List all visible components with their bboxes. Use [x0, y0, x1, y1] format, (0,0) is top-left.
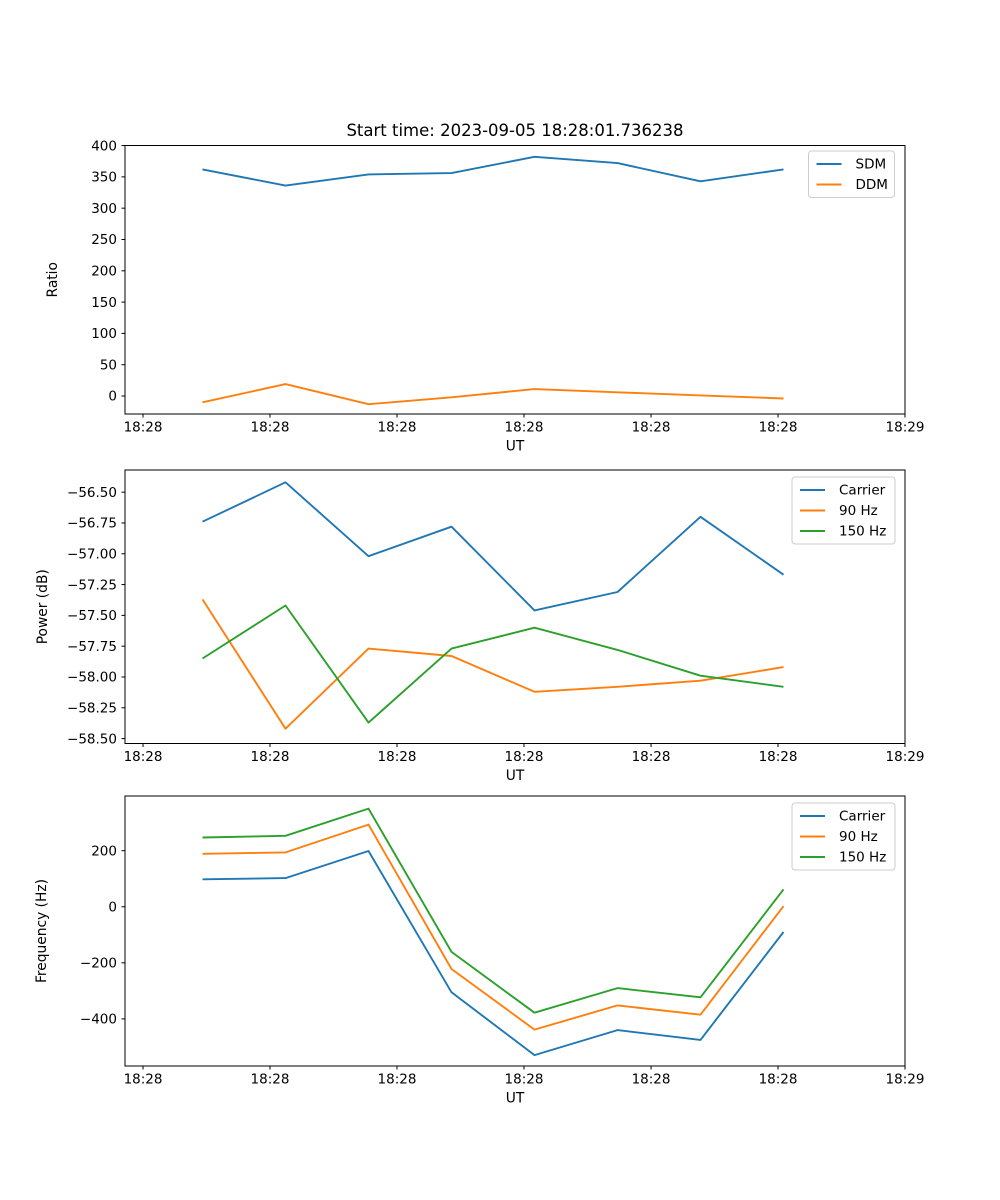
x-tick-label: 18:29: [886, 749, 925, 765]
x-tick-label: 18:28: [378, 1072, 417, 1088]
x-axis-label: UT: [506, 1091, 525, 1107]
y-tick-label: 100: [91, 326, 117, 342]
y-axis-label: Ratio: [45, 262, 61, 297]
y-tick-label: 0: [108, 899, 117, 915]
y-tick-label: −58.50: [67, 731, 117, 747]
legend-label: SDM: [856, 157, 887, 173]
x-tick-label: 18:28: [759, 1072, 798, 1088]
y-tick-label: 350: [91, 170, 117, 186]
legend-box: [791, 802, 896, 871]
series-line-150-hz: [202, 807, 785, 1014]
legend-label: 150 Hz: [839, 850, 886, 866]
legend: Carrier 90 Hz 150 Hz: [791, 802, 896, 871]
x-tick-label: 18:28: [632, 1072, 671, 1088]
x-tick-label: 18:28: [124, 420, 163, 436]
y-axis-label: Power (dB): [35, 569, 51, 644]
x-tick-label: 18:28: [759, 749, 798, 765]
legend-label: 150 Hz: [839, 524, 886, 540]
x-tick-label: 18:28: [251, 1072, 290, 1088]
power-chart: 18:28 18:28 18:28 18:28 18:28 18:28 18:29 −58.5…: [35, 469, 925, 784]
x-tick-label: 18:28: [251, 420, 290, 436]
y-tick-label: 300: [91, 201, 117, 217]
y-tick-label: −400: [80, 1012, 117, 1028]
frequency-chart: 18:28 18:28 18:28 18:28 18:28 18:28 18:29 −400 −…: [34, 795, 925, 1107]
legend-label: Carrier: [839, 809, 886, 825]
legend-label: 90 Hz: [839, 829, 878, 845]
y-tick-label: −200: [80, 956, 117, 972]
y-tick-label: −56.75: [67, 516, 117, 532]
axes-frame: [124, 469, 906, 744]
y-tick-label: 0: [108, 389, 117, 405]
y-tick-label: −57.25: [67, 577, 117, 593]
y-tick-label: 400: [91, 138, 117, 154]
axes-frame: [124, 795, 906, 1067]
x-tick-label: 18:28: [505, 1072, 544, 1088]
series-line-carrier: [202, 850, 785, 1057]
legend: Carrier 90 Hz 150 Hz: [791, 476, 896, 545]
x-axis-label: UT: [506, 439, 525, 455]
series-line-90-hz: [201, 598, 784, 730]
series-line-90-hz: [202, 823, 785, 1031]
x-tick-label: 18:28: [505, 749, 544, 765]
x-axis-label: UT: [506, 768, 525, 784]
legend: SDM DDM: [808, 150, 895, 198]
y-tick-label: −56.50: [67, 485, 117, 501]
x-tick-label: 18:29: [886, 1072, 925, 1088]
y-tick-label: 200: [91, 263, 117, 279]
x-tick-label: 18:28: [505, 420, 544, 436]
x-tick-label: 18:28: [632, 420, 671, 436]
legend-label: DDM: [856, 177, 888, 193]
y-tick-label: 150: [91, 295, 117, 311]
ratio-chart: 18:28 18:28 18:28 18:28 18:28 18:28 18:29 0 50 10…: [45, 138, 924, 454]
y-tick-label: −57.00: [67, 546, 117, 562]
y-tick-label: −58.25: [67, 700, 117, 716]
y-tick-label: 50: [100, 357, 117, 373]
x-tick-label: 18:29: [886, 420, 925, 436]
x-tick-label: 18:28: [378, 749, 417, 765]
x-tick-label: 18:28: [378, 420, 417, 436]
figure-title: Start time: 2023-09-05 18:28:01.736238: [346, 121, 684, 140]
x-tick-label: 18:28: [632, 749, 671, 765]
legend-box: [808, 150, 895, 198]
y-tick-label: −58.00: [67, 670, 117, 686]
y-axis-label: Frequency (Hz): [34, 879, 50, 983]
series-line-ddm: [202, 383, 784, 406]
y-tick-label: −57.50: [67, 608, 117, 624]
legend-label: 90 Hz: [839, 503, 878, 519]
y-tick-label: 200: [91, 843, 117, 859]
legend-label: Carrier: [839, 483, 886, 499]
x-tick-label: 18:28: [124, 749, 163, 765]
x-tick-label: 18:28: [251, 749, 290, 765]
axes-frame: [124, 145, 906, 415]
y-tick-label: −57.75: [67, 639, 117, 655]
legend-box: [791, 476, 896, 545]
series-line-sdm: [202, 155, 784, 187]
series-line-150-hz: [201, 604, 784, 724]
x-tick-label: 18:28: [124, 1072, 163, 1088]
x-tick-label: 18:28: [759, 420, 798, 436]
series-line-carrier: [202, 481, 785, 612]
y-tick-label: 250: [91, 232, 117, 248]
